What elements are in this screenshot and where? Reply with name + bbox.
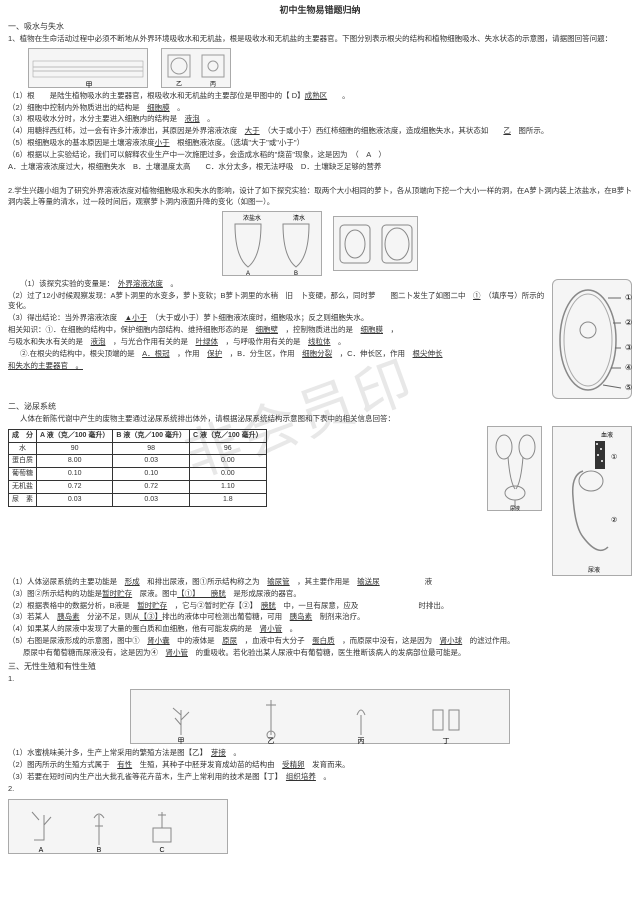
s3-a4: （3）若某人 胰岛素 分泌不足，则从【③】排出的液体中可检测出葡萄糖，可用 胰岛… — [8, 612, 632, 623]
svg-text:甲: 甲 — [86, 81, 93, 89]
svg-text:①: ① — [611, 453, 617, 461]
fig-row-2: 浓盐水 清水 A B — [8, 211, 632, 276]
q1-a2: （2）细胞中控制内外物质进出的结构是 细胞膜 。 — [8, 103, 632, 114]
fig-propagation-row2: A B C — [8, 799, 228, 854]
q2-a1: （1）该探究实验的变量是： 外界溶液浓度 。 — [8, 279, 632, 290]
svg-text:B: B — [294, 271, 298, 277]
s3-a2: （3）图②所示结构的功能是暂时贮存 尿液。图中【①】 膀胱 是形成尿液的器官。 — [8, 589, 632, 600]
s3-a6: （5）右图是尿液形成的示意图，图中① 肾小囊 中的液体是 原尿 ，血液中有大分子… — [8, 636, 632, 647]
svg-text:②: ② — [625, 318, 632, 327]
q2-a2: （2）过了12小时候观察发现：A萝卜洞里的水变多，萝卜变软；B萝卜洞里的水稍 旧… — [8, 291, 632, 313]
q1-a1: （1）根 是陆生植物吸水的主要器官，根吸收水和无机盐的主要部位是甲图中的【 D】… — [8, 91, 632, 102]
q1-a6-opts: A．土壤溶液浓度过大，根细胞失水 B．土壤温度太高 C．水分太多，根无法呼吸 D… — [8, 162, 632, 173]
s3-a5: （4）如果某人的尿液中发现了大量的蛋白质和血细胞，他有可能发病的是 肾小管 。 — [8, 624, 632, 635]
s3-intro: 人体在新陈代谢中产生的废物主要通过泌尿系统排出体外，请根据泌尿系统结构示意图和下… — [8, 414, 632, 425]
svg-text:丙: 丙 — [210, 81, 216, 88]
svg-text:尿液: 尿液 — [588, 566, 600, 574]
svg-text:C: C — [159, 847, 164, 854]
q1-a6: （6）根据以上实验结论，我们可以解释农业生产中一次施肥过多，会造成水稻的"烧苗"… — [8, 150, 632, 161]
svg-text:丁: 丁 — [443, 737, 450, 745]
section-3-head: 三、无性生殖和有性生殖 — [8, 661, 632, 672]
svg-text:乙: 乙 — [268, 737, 275, 745]
fig-radish: 浓盐水 清水 A B — [222, 211, 322, 276]
q2-a3: （3）得出结论：当外界溶液浓度 ▲小于 （大于或小于）萝卜细胞液浓度时，细胞吸水… — [8, 313, 632, 324]
fig-plant-cell: ① ② ③ ④ ⑤ — [552, 279, 632, 399]
q2-stem: 2.学生兴趣小组为了研究外界溶液浓度对植物细胞吸水和失水的影响，设计了如下探究实… — [8, 186, 632, 208]
s4-q2: 2. — [8, 784, 632, 795]
svg-text:清水: 清水 — [293, 214, 305, 222]
s3-a1: （1）人体泌尿系统的主要功能是 形成 和排出尿液，图①所示结构称之为 输尿管 ，… — [8, 577, 632, 588]
s4-a3: （3）若要在短时间内生产出大批孔雀等花卉苗木，生产上常利用的技术是图【丁】 组织… — [8, 772, 632, 783]
urine-table: 成 分A 液（克／100 毫升）B 液（克／100 毫升）C 液（克／100 毫… — [8, 429, 267, 507]
svg-text:A: A — [246, 271, 250, 277]
svg-text:血液: 血液 — [601, 431, 613, 439]
fig-cell-diagram — [333, 216, 418, 271]
page-title: 初中生物易错题归纳 — [8, 4, 632, 17]
q2-rel3: ②.在根尖的结构中，根尖顶端的是 A．根冠 ，作用 保护 ，B．分生区，作用 细… — [8, 349, 632, 360]
section-1-head: 一、吸水与失水 — [8, 21, 632, 32]
svg-text:②: ② — [611, 516, 617, 524]
svg-text:浓盐水: 浓盐水 — [243, 214, 261, 222]
q2-rel4: 和失水的主要器官 。 — [8, 361, 632, 372]
svg-text:A: A — [39, 847, 44, 854]
fig-row-1: 甲 乙丙 — [8, 48, 632, 88]
q1-a3: （3）根吸收水分时，水分主要进入细胞内的结构是 液泡 。 — [8, 114, 632, 125]
svg-text:①: ① — [625, 293, 632, 302]
s3-a7: 原尿中有葡萄糖而尿液没有，这是因为④ 肾小管 的重吸收。若化验出某人尿液中有葡萄… — [8, 648, 632, 659]
fig-root-hair: 甲 — [28, 48, 148, 88]
s4-a2: （2）图丙所示的生殖方式属于 有性 生殖，其种子中胚芽发育成幼苗的结构由 受精卵… — [8, 760, 632, 771]
svg-text:③: ③ — [625, 343, 632, 352]
svg-text:丙: 丙 — [358, 737, 365, 745]
s4-a1: （1）水蜜桃味美汁多，生产上常采用的繁殖方法是图【乙】 芽接 。 — [8, 748, 632, 759]
q1-a5: （5）根细胞吸水的基本原因是土壤溶液浓度小于 根细胞液浓度。（选填"大于"或"小… — [8, 138, 632, 149]
q1-a4: （4）用糖拌西红柿，过一会有许多汁液渗出，其原因是外界溶液浓度 大于 （大于或小… — [8, 126, 632, 137]
svg-text:B: B — [97, 847, 102, 854]
fig-propagation-row1: 甲 乙 丙 丁 — [130, 689, 510, 744]
section-2-head: 二、泌尿系统 — [8, 401, 632, 412]
q1-stem: 1、植物在生命活动过程中必须不断地从外界环境吸收水和无机盐，根是吸收水和无机盐的… — [8, 34, 632, 45]
q2-rel2: 与吸水和失水有关的是 液泡 ，与光合作用有关的是 叶绿体 ，与呼吸作用有关的是 … — [8, 337, 632, 348]
s3-a3: （2）根据表格中的数据分析，B液是 暂时贮存 ，它与②暂时贮存【②】 膀胱 中，… — [8, 601, 632, 612]
svg-text:⑤: ⑤ — [625, 383, 632, 392]
fig-urinary-system: 尿液 — [487, 426, 542, 511]
svg-text:乙: 乙 — [176, 81, 182, 88]
svg-text:尿液: 尿液 — [510, 505, 520, 512]
s4-q1: 1. — [8, 674, 632, 685]
q2-rel1: 相关知识：①．在细胞的结构中，保护细胞内部结构、维持细胞形态的是 细胞壁 ，控制… — [8, 325, 632, 336]
fig-nephron: 血液 ① ② 尿液 — [552, 426, 632, 576]
svg-text:甲: 甲 — [178, 737, 185, 745]
svg-text:④: ④ — [625, 363, 632, 372]
fig-cell-states: 乙丙 — [161, 48, 231, 88]
